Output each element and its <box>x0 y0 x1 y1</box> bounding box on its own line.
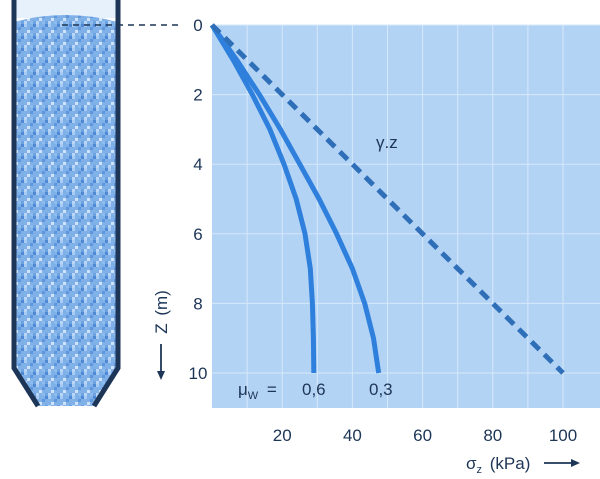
y-axis-label: Z (m) <box>152 290 171 334</box>
x-tick-label: 100 <box>549 426 577 445</box>
y-tick-label: 6 <box>193 225 202 244</box>
y-tick-label: 2 <box>193 86 202 105</box>
y-axis-arrow <box>157 344 165 380</box>
silo-grain-fill <box>14 15 118 406</box>
series-label-2: γ.z <box>376 133 398 152</box>
silo-headspace <box>14 0 118 18</box>
silo-wall <box>11 0 121 408</box>
series-label-0: 0,6 <box>302 380 326 399</box>
series-label-1: 0,3 <box>369 380 393 399</box>
series-line-1 <box>209 23 382 374</box>
legend-mu: μW = <box>238 380 277 403</box>
y-tick-label: 4 <box>193 155 202 174</box>
x-tick-label: 20 <box>273 426 292 445</box>
silo-illustration <box>11 0 183 408</box>
series-lines <box>209 23 565 375</box>
x-tick-labels: 20 40 60 80 100 <box>273 426 577 445</box>
series-labels: 0,6 0,3 γ.z <box>302 133 398 399</box>
series-line-0 <box>209 23 317 374</box>
y-tick-label: 0 <box>193 16 202 35</box>
y-tick-label: 10 <box>189 364 208 383</box>
series-line-2 <box>210 23 565 375</box>
y-tick-label: 8 <box>193 294 202 313</box>
x-axis-arrow <box>544 459 580 467</box>
x-tick-label: 60 <box>413 426 432 445</box>
x-tick-label: 80 <box>483 426 502 445</box>
grid <box>212 24 600 408</box>
y-tick-labels: 0 2 4 6 8 10 <box>189 16 208 383</box>
x-axis-label: σz (kPa) <box>466 454 530 477</box>
x-tick-label: 40 <box>343 426 362 445</box>
